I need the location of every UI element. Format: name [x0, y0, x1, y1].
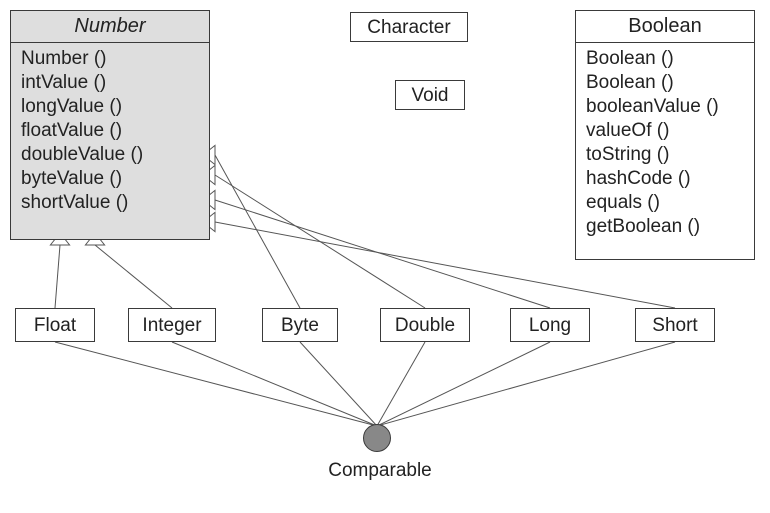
class-void: Void [395, 80, 465, 110]
interface-comparable-node [363, 424, 391, 452]
boolean-method: hashCode () [586, 167, 744, 191]
number-method: Number () [21, 47, 199, 71]
class-boolean: Boolean Boolean ()Boolean ()booleanValue… [575, 10, 755, 260]
number-method: floatValue () [21, 119, 199, 143]
class-character: Character [350, 12, 468, 42]
boolean-method: booleanValue () [586, 95, 744, 119]
boolean-method: equals () [586, 191, 744, 215]
number-method: longValue () [21, 95, 199, 119]
class-long: Long [510, 308, 590, 342]
class-float: Float [15, 308, 95, 342]
class-boolean-title: Boolean [576, 11, 754, 43]
boolean-method: valueOf () [586, 119, 744, 143]
boolean-method: Boolean () [586, 47, 744, 71]
boolean-method: toString () [586, 143, 744, 167]
class-integer: Integer [128, 308, 216, 342]
number-method: byteValue () [21, 167, 199, 191]
class-double: Double [380, 308, 470, 342]
class-number-methods: Number ()intValue ()longValue ()floatVal… [11, 43, 209, 219]
boolean-method: Boolean () [586, 71, 744, 95]
class-number: Number Number ()intValue ()longValue ()f… [10, 10, 210, 240]
number-method: doubleValue () [21, 143, 199, 167]
class-number-title: Number [11, 11, 209, 43]
class-boolean-methods: Boolean ()Boolean ()booleanValue ()value… [576, 43, 754, 243]
class-short: Short [635, 308, 715, 342]
number-method: intValue () [21, 71, 199, 95]
class-byte: Byte [262, 308, 338, 342]
number-method: shortValue () [21, 191, 199, 215]
interface-comparable-label: Comparable [320, 460, 440, 482]
boolean-method: getBoolean () [586, 215, 744, 239]
